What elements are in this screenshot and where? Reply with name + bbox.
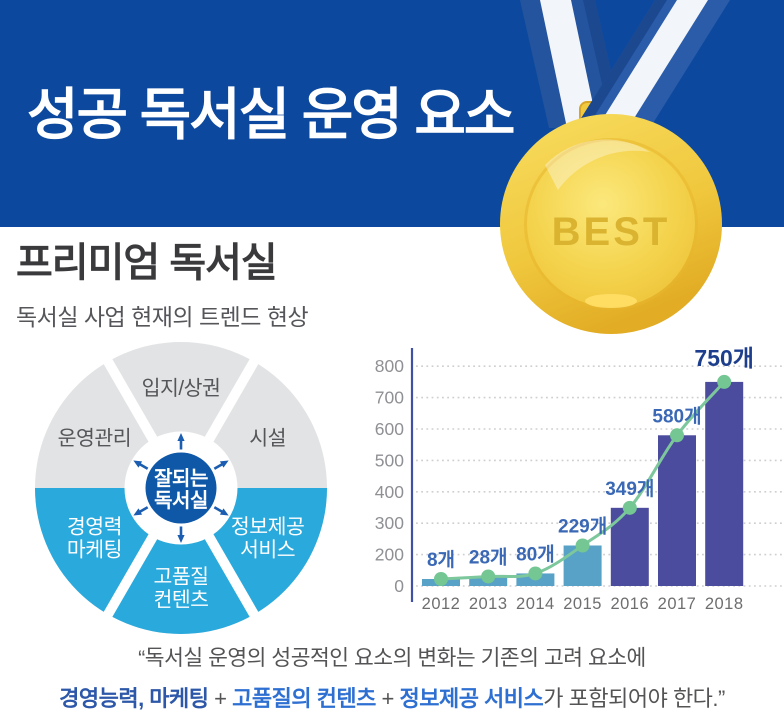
trend-point-2013 — [481, 569, 496, 584]
quote-keyword-contents: 고품질의 컨텐츠 — [232, 686, 376, 711]
segment-divider — [102, 523, 164, 620]
quote-line-1: “독서실 운영의 성공적인 요소의 변화는 기존의 고려 요소에 — [138, 646, 646, 670]
donut-center-label: 독서실 — [154, 489, 208, 512]
donut-segment-label: 컨텐츠 — [153, 589, 208, 612]
center-arrowhead-icon — [219, 508, 229, 516]
quote-keyword-management: 경영능력, 마케팅 — [59, 686, 209, 711]
bar-2017 — [658, 435, 696, 586]
bar-value-label: 750개 — [694, 345, 754, 371]
best-medal-icon: BEST — [500, 0, 730, 334]
center-arrow-icon — [213, 506, 224, 514]
bar-value-label: 28개 — [469, 546, 508, 568]
center-arrowhead-icon — [133, 508, 143, 516]
segment-divider — [198, 523, 260, 620]
x-axis-tick-label: 2016 — [610, 595, 649, 613]
donut-segment-label: 경영력 — [67, 516, 122, 539]
donut-segment-label: 운영관리 — [58, 427, 131, 450]
section-head: 프리미엄 독서실 독서실 사업 현재의 트렌드 현상 — [16, 230, 309, 332]
quote-keyword-service: 정보제공 서비스 — [399, 686, 544, 711]
study-room-trend-chart: 800 700 600 500 400 300 200 0 2012 2013 2014 2015 20… — [375, 345, 782, 613]
bar-2018 — [705, 381, 744, 586]
quote-line-2: 경영능력, 마케팅 + 고품질의 컨텐츠 + 정보제공 서비스가 포함되어야 한… — [0, 681, 784, 713]
summary-quote: “독서실 운영의 성공적인 요소의 변화는 기존의 고려 요소에 경영능력, 마… — [0, 641, 784, 713]
ribbon-right — [575, 0, 730, 128]
trend-point-2016 — [622, 500, 637, 515]
y-axis-tick-label: 0 — [394, 576, 404, 596]
x-axis-tick-label: 2017 — [658, 595, 697, 613]
center-arrowhead-icon — [133, 460, 143, 468]
segment-divider — [198, 356, 260, 453]
donut-segment-label: 고품질 — [153, 566, 208, 589]
trend-point-2012 — [434, 571, 448, 586]
center-arrow-icon — [138, 506, 149, 514]
y-axis-tick-label: 800 — [375, 356, 404, 376]
x-axis-tick-label: 2013 — [469, 595, 508, 613]
x-axis-tick-label: 2014 — [516, 595, 555, 613]
x-axis-tick-label: 2018 — [705, 595, 744, 613]
trend-point-2017 — [670, 428, 684, 443]
section-subtitle: 독서실 사업 현재의 트렌드 현상 — [16, 304, 309, 330]
y-axis-tick-label: 700 — [375, 388, 404, 408]
bar-value-label: 580개 — [652, 405, 701, 427]
donut-center-label: 잘되는 — [154, 467, 208, 490]
trend-point-2015 — [575, 538, 590, 553]
center-arrowhead-icon — [177, 433, 185, 441]
segment-divider — [102, 356, 164, 453]
x-axis-tick-label: 2012 — [422, 595, 461, 613]
y-axis-tick-label: 500 — [375, 450, 404, 470]
bar-value-label: 8개 — [427, 549, 455, 571]
center-arrow-icon — [138, 462, 149, 470]
donut-segment-label: 마케팅 — [67, 539, 122, 562]
y-axis-tick-label: 400 — [375, 482, 404, 502]
y-axis-tick-label: 200 — [375, 545, 404, 565]
quote-plus-1: + — [208, 686, 233, 711]
quote-tail: 가 포함되어야 한다.” — [543, 686, 725, 711]
trend-point-2018 — [717, 374, 732, 389]
page-title: 성공 독서실 운영 요소 — [27, 83, 515, 146]
donut-segment-label: 서비스 — [240, 539, 295, 562]
center-arrowhead-icon — [219, 460, 229, 468]
center-arrow-icon — [213, 462, 224, 470]
donut-bottom-half — [35, 488, 327, 634]
section-title: 프리미엄 독서실 — [16, 241, 278, 285]
medal-best-label: BEST — [552, 210, 671, 254]
trend-point-2014 — [528, 566, 543, 581]
donut-segment-label: 입지/상권 — [142, 377, 221, 400]
quote-plus-2: + — [375, 686, 400, 711]
y-axis-tick-label: 300 — [375, 513, 404, 533]
bar-value-label: 80개 — [516, 543, 555, 565]
donut-center-circle — [145, 452, 217, 524]
y-axis-tick-label: 600 — [375, 419, 404, 439]
bar-value-label: 229개 — [558, 515, 607, 537]
center-arrowhead-icon — [177, 535, 185, 543]
donut-segment-label: 정보제공 — [231, 516, 304, 539]
bar-value-label: 349개 — [605, 478, 654, 500]
medal-circle: BEST — [500, 114, 722, 334]
donut-segment-label: 시설 — [249, 427, 286, 450]
x-axis-tick-label: 2015 — [563, 595, 602, 613]
